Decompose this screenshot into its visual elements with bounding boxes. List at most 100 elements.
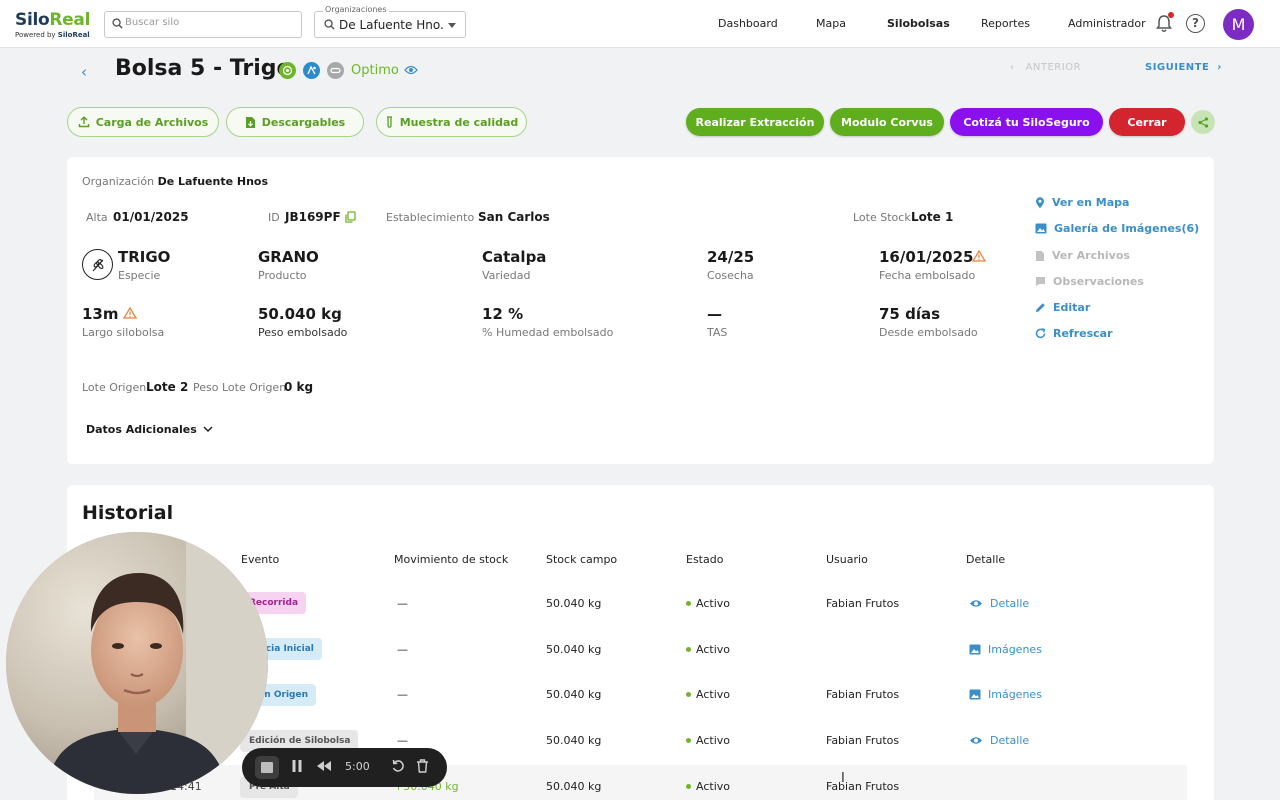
screen-recorder-toolbar: 5:00 xyxy=(242,748,447,787)
upload-files-label: Carga de Archivos xyxy=(95,115,209,129)
status-text: Optimo xyxy=(351,63,399,78)
row-5-status: Activo xyxy=(686,780,730,793)
siloreal-logo[interactable]: SiloReal Powered by SiloReal xyxy=(15,10,90,39)
row-4-movement: — xyxy=(397,734,408,747)
recording-time: 5:00 xyxy=(345,760,370,773)
share-button[interactable] xyxy=(1191,110,1215,134)
nav-silobolsas[interactable]: Silobolsas xyxy=(887,17,950,30)
silobag-info-card xyxy=(67,157,1214,464)
species-value: TRIGO xyxy=(118,248,171,266)
row-1-stock: 50.040 kg xyxy=(546,597,602,610)
chevron-down-icon xyxy=(448,23,456,28)
webcam-overlay[interactable] xyxy=(6,532,268,794)
row-3-stock: 50.040 kg xyxy=(546,688,602,701)
alta-value: 01/01/2025 xyxy=(113,210,189,224)
bagging-date-label: Fecha embolsado xyxy=(879,269,976,282)
quality-sample-button[interactable]: Muestra de calidad xyxy=(376,107,527,137)
variety-label: Variedad xyxy=(482,269,531,282)
variety-value: Catalpa xyxy=(482,248,547,266)
next-button[interactable]: SIGUIENTE › xyxy=(1145,62,1222,73)
downloads-button[interactable]: Descargables xyxy=(226,107,364,137)
row-3-status: Activo xyxy=(686,688,730,701)
notification-dot xyxy=(1168,12,1174,18)
link-grey-icon xyxy=(327,62,344,79)
weight-value: 50.040 kg xyxy=(258,305,342,323)
upload-files-button[interactable]: Carga de Archivos xyxy=(67,107,219,137)
nav-mapa[interactable]: Mapa xyxy=(816,17,846,30)
nav-administrador[interactable]: Administrador xyxy=(1068,17,1146,30)
history-title: Historial xyxy=(82,502,174,524)
close-bag-button[interactable]: Cerrar xyxy=(1109,108,1185,136)
back-chevron-icon[interactable]: ‹ xyxy=(81,63,87,81)
extraction-button[interactable]: Realizar Extracción xyxy=(686,108,824,136)
origin-weight-label: Peso Lote Origen xyxy=(193,381,287,394)
status-dot xyxy=(686,692,691,697)
column-header-usuario[interactable]: Usuario xyxy=(826,553,868,566)
view-on-map-label: Ver en Mapa xyxy=(1052,196,1130,209)
length-value: 13m xyxy=(82,305,119,323)
nav-dashboard[interactable]: Dashboard xyxy=(718,17,778,30)
view-files-label: Ver Archivos xyxy=(1052,249,1130,262)
id-value: JB169PF xyxy=(285,210,341,224)
image-icon xyxy=(969,644,981,655)
powered-brand: SiloReal xyxy=(57,31,90,39)
lote-stock-label: Lote Stock xyxy=(853,211,911,224)
image-gallery-link[interactable]: Galería de Imágenes(6) xyxy=(1035,222,1199,235)
search-box[interactable] xyxy=(104,11,302,38)
help-button[interactable]: ? xyxy=(1186,14,1205,33)
search-input[interactable] xyxy=(125,17,295,28)
observations-link[interactable]: Observaciones xyxy=(1035,275,1144,288)
warning-icon xyxy=(972,250,986,262)
organization-label: Organización De Lafuente Hnos xyxy=(82,175,269,188)
wheat-icon xyxy=(82,249,113,280)
sensor-blue-icon xyxy=(303,62,320,79)
organization-select[interactable]: Organizaciones De Lafuente Hno... xyxy=(314,5,466,38)
test-tube-icon xyxy=(386,115,392,128)
restart-icon[interactable] xyxy=(391,759,405,773)
row-1-detail-link[interactable]: Detalle xyxy=(969,597,1029,610)
pause-icon[interactable] xyxy=(291,759,303,773)
status-green-icon xyxy=(279,62,296,79)
previous-button[interactable]: ‹ ANTERIOR xyxy=(1010,62,1082,73)
row-3-movement: — xyxy=(397,688,408,701)
chevron-down-icon xyxy=(203,426,213,433)
product-label: Producto xyxy=(258,269,307,282)
row-4-status: Activo xyxy=(686,734,730,747)
silo-insurance-button[interactable]: Cotizá tu SiloSeguro xyxy=(950,108,1103,136)
refresh-link[interactable]: Refrescar xyxy=(1035,327,1113,340)
organization-value: De Lafuente Hnos xyxy=(157,175,269,188)
row-3-images-link[interactable]: Imágenes xyxy=(969,688,1042,701)
row-2-stock: 50.040 kg xyxy=(546,643,602,656)
rewind-icon[interactable] xyxy=(316,759,332,773)
edit-link[interactable]: Editar xyxy=(1035,301,1090,314)
eye-icon xyxy=(970,737,982,744)
stop-recording-button[interactable] xyxy=(255,756,279,779)
observations-label: Observaciones xyxy=(1053,275,1144,288)
trash-icon[interactable] xyxy=(416,759,429,773)
row-5-user: Fabian Frutos xyxy=(826,780,900,793)
id-label: ID xyxy=(268,211,280,224)
column-header-detalle[interactable]: Detalle xyxy=(966,553,1006,566)
additional-data-toggle[interactable]: Datos Adicionales xyxy=(86,423,213,436)
column-header-estado[interactable]: Estado xyxy=(686,553,724,566)
weight-label: Peso embolsado xyxy=(258,326,348,339)
eye-icon[interactable] xyxy=(404,64,418,76)
organization-select-label: Organizaciones xyxy=(323,5,389,14)
row-2-images-link[interactable]: Imágenes xyxy=(969,643,1042,656)
copy-icon[interactable] xyxy=(345,211,356,223)
upload-icon xyxy=(78,116,89,128)
column-header-evento[interactable]: Evento xyxy=(241,553,280,566)
alta-label: Alta xyxy=(86,211,108,224)
view-on-map-link[interactable]: Ver en Mapa xyxy=(1035,196,1129,209)
user-avatar[interactable]: M xyxy=(1223,9,1254,40)
status-dot xyxy=(686,784,691,789)
column-header-stock[interactable]: Stock campo xyxy=(546,553,618,566)
refresh-label: Refrescar xyxy=(1053,327,1113,340)
column-header-movimiento[interactable]: Movimiento de stock xyxy=(394,553,509,566)
corvus-module-button[interactable]: Modulo Corvus xyxy=(830,108,944,136)
event-chip-edicion: Edición de Silobolsa xyxy=(240,730,359,752)
nav-reportes[interactable]: Reportes xyxy=(981,17,1030,30)
view-files-link[interactable]: Ver Archivos xyxy=(1035,249,1130,262)
notifications-button[interactable] xyxy=(1155,12,1174,36)
row-4-detail-link[interactable]: Detalle xyxy=(969,734,1029,747)
